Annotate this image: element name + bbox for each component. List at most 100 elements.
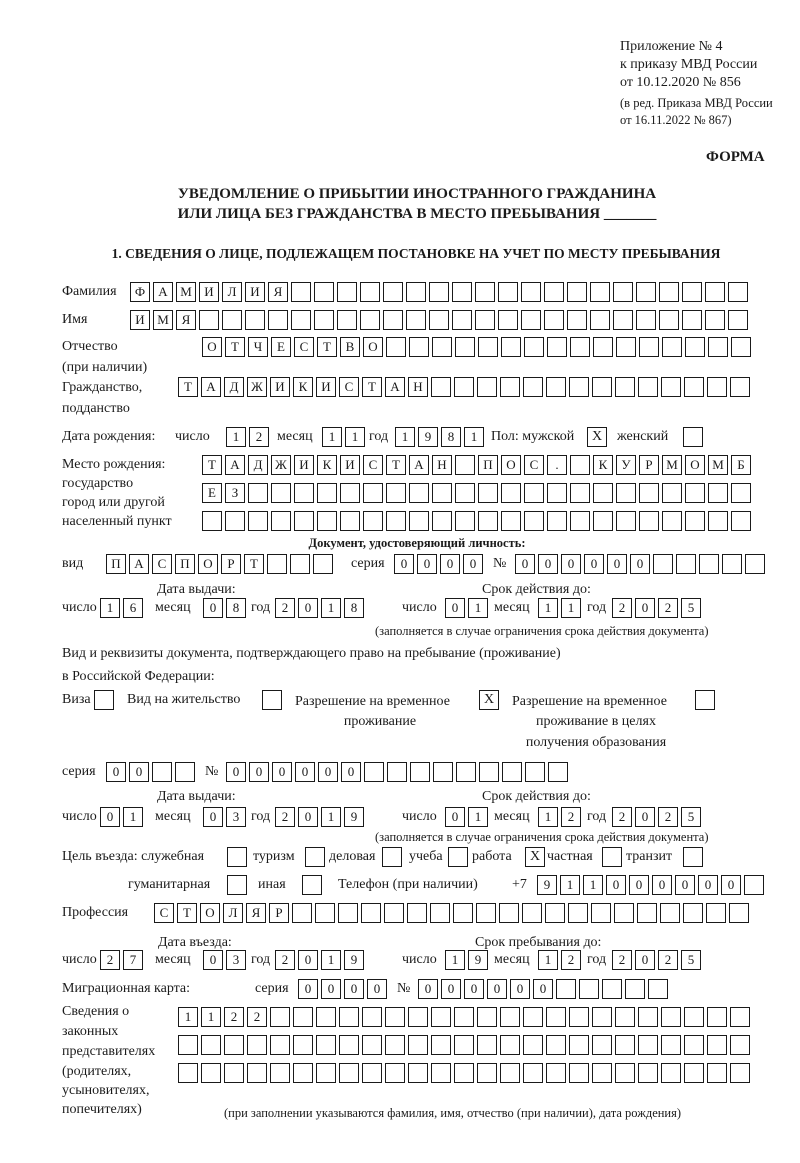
char-cell[interactable]: 9 <box>468 950 488 970</box>
char-cell[interactable] <box>314 310 334 330</box>
char-cell[interactable]: 0 <box>298 979 318 999</box>
char-cell[interactable] <box>707 1063 727 1083</box>
char-cell[interactable]: И <box>316 377 336 397</box>
char-cell[interactable] <box>386 511 406 531</box>
char-cell[interactable]: И <box>199 282 219 302</box>
char-cell[interactable]: 0 <box>440 554 460 574</box>
char-cell[interactable]: 7 <box>123 950 143 970</box>
char-cell[interactable] <box>500 1063 520 1083</box>
char-cell[interactable]: 1 <box>321 598 341 618</box>
char-cell[interactable]: 0 <box>635 598 655 618</box>
char-cell[interactable] <box>500 1007 520 1027</box>
char-cell[interactable]: Т <box>386 455 406 475</box>
char-cell[interactable] <box>676 554 696 574</box>
trp-edu-checkbox[interactable] <box>695 690 715 710</box>
char-cell[interactable]: Р <box>221 554 241 574</box>
char-cell[interactable] <box>317 511 337 531</box>
char-cell[interactable] <box>722 554 742 574</box>
char-cell[interactable] <box>567 282 587 302</box>
char-cell[interactable]: 1 <box>321 950 341 970</box>
birth-place-row-3[interactable] <box>202 511 751 531</box>
char-cell[interactable] <box>728 310 748 330</box>
char-cell[interactable]: К <box>593 455 613 475</box>
char-cell[interactable] <box>475 310 495 330</box>
char-cell[interactable] <box>684 1007 704 1027</box>
char-cell[interactable] <box>524 483 544 503</box>
char-cell[interactable] <box>636 282 656 302</box>
char-cell[interactable]: Я <box>246 903 266 923</box>
char-cell[interactable] <box>590 282 610 302</box>
char-cell[interactable]: 0 <box>344 979 364 999</box>
char-cell[interactable] <box>455 337 475 357</box>
char-cell[interactable] <box>293 1035 313 1055</box>
char-cell[interactable]: С <box>152 554 172 574</box>
char-cell[interactable] <box>501 483 521 503</box>
char-cell[interactable]: 1 <box>445 950 465 970</box>
char-cell[interactable] <box>479 762 499 782</box>
char-cell[interactable] <box>313 554 333 574</box>
char-cell[interactable]: 0 <box>607 554 627 574</box>
char-cell[interactable]: Т <box>317 337 337 357</box>
char-cell[interactable] <box>224 1035 244 1055</box>
char-cell[interactable] <box>614 903 634 923</box>
char-cell[interactable] <box>316 1007 336 1027</box>
char-cell[interactable]: 0 <box>635 950 655 970</box>
char-cell[interactable] <box>569 1063 589 1083</box>
char-cell[interactable] <box>429 310 449 330</box>
char-cell[interactable] <box>523 1035 543 1055</box>
char-cell[interactable] <box>452 282 472 302</box>
char-cell[interactable]: 0 <box>418 979 438 999</box>
char-cell[interactable] <box>202 511 222 531</box>
char-cell[interactable] <box>267 554 287 574</box>
char-cell[interactable] <box>525 762 545 782</box>
char-cell[interactable] <box>592 1035 612 1055</box>
purpose-other-checkbox[interactable] <box>302 875 322 895</box>
char-cell[interactable]: 2 <box>224 1007 244 1027</box>
char-cell[interactable] <box>546 377 566 397</box>
char-cell[interactable] <box>660 903 680 923</box>
char-cell[interactable]: 1 <box>178 1007 198 1027</box>
char-cell[interactable] <box>293 1063 313 1083</box>
char-cell[interactable]: 0 <box>341 762 361 782</box>
representatives-row-2[interactable] <box>178 1035 750 1055</box>
char-cell[interactable] <box>556 979 576 999</box>
char-cell[interactable] <box>270 1063 290 1083</box>
char-cell[interactable]: 0 <box>367 979 387 999</box>
char-cell[interactable] <box>222 310 242 330</box>
char-cell[interactable] <box>245 310 265 330</box>
char-cell[interactable]: Ч <box>248 337 268 357</box>
char-cell[interactable] <box>616 511 636 531</box>
char-cell[interactable] <box>593 511 613 531</box>
char-cell[interactable] <box>247 1035 267 1055</box>
char-cell[interactable] <box>547 337 567 357</box>
char-cell[interactable] <box>360 310 380 330</box>
char-cell[interactable]: 0 <box>203 807 223 827</box>
char-cell[interactable] <box>476 903 496 923</box>
char-cell[interactable]: 0 <box>629 875 649 895</box>
char-cell[interactable] <box>570 337 590 357</box>
char-cell[interactable]: 0 <box>272 762 292 782</box>
char-cell[interactable]: 9 <box>344 950 364 970</box>
char-cell[interactable] <box>705 282 725 302</box>
char-cell[interactable]: О <box>685 455 705 475</box>
char-cell[interactable]: 0 <box>203 598 223 618</box>
char-cell[interactable]: 0 <box>464 979 484 999</box>
char-cell[interactable] <box>544 310 564 330</box>
char-cell[interactable] <box>708 483 728 503</box>
char-cell[interactable] <box>362 1035 382 1055</box>
char-cell[interactable] <box>454 1063 474 1083</box>
purpose-business-checkbox[interactable] <box>382 847 402 867</box>
char-cell[interactable] <box>729 903 749 923</box>
